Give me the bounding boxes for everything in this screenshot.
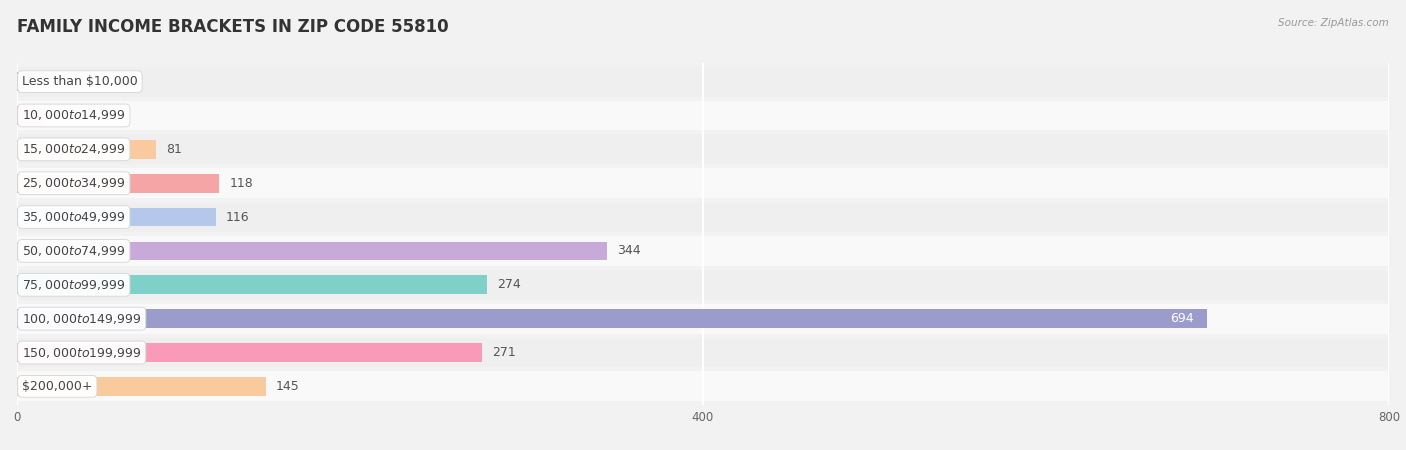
Bar: [17, 304, 1389, 333]
Text: Less than $10,000: Less than $10,000: [22, 75, 138, 88]
Text: $100,000 to $149,999: $100,000 to $149,999: [22, 312, 142, 326]
Text: FAMILY INCOME BRACKETS IN ZIP CODE 55810: FAMILY INCOME BRACKETS IN ZIP CODE 55810: [17, 18, 449, 36]
Text: 10: 10: [45, 75, 60, 88]
Text: 271: 271: [492, 346, 516, 359]
Bar: [17, 338, 1389, 367]
Bar: [17, 135, 1389, 164]
Bar: [17, 67, 1389, 96]
Bar: [17, 309, 1208, 328]
Bar: [17, 174, 219, 193]
Bar: [17, 101, 1389, 130]
Bar: [17, 275, 486, 294]
Text: Source: ZipAtlas.com: Source: ZipAtlas.com: [1278, 18, 1389, 28]
Bar: [17, 208, 217, 226]
Bar: [17, 236, 1389, 266]
Text: $50,000 to $74,999: $50,000 to $74,999: [22, 244, 125, 258]
Text: $25,000 to $34,999: $25,000 to $34,999: [22, 176, 125, 190]
Text: 694: 694: [1170, 312, 1194, 325]
Bar: [17, 242, 607, 260]
Text: 81: 81: [166, 143, 181, 156]
Bar: [17, 106, 42, 125]
Text: 118: 118: [229, 177, 253, 190]
Bar: [17, 377, 266, 396]
Bar: [17, 72, 34, 91]
Text: 145: 145: [276, 380, 299, 393]
Text: $35,000 to $49,999: $35,000 to $49,999: [22, 210, 125, 224]
Bar: [17, 168, 1389, 198]
Text: 116: 116: [226, 211, 250, 224]
Text: $200,000+: $200,000+: [22, 380, 93, 393]
Text: 344: 344: [617, 244, 641, 257]
Bar: [17, 202, 1389, 232]
Bar: [17, 372, 1389, 401]
Text: 274: 274: [498, 278, 520, 291]
Bar: [17, 343, 482, 362]
Text: $15,000 to $24,999: $15,000 to $24,999: [22, 142, 125, 156]
Bar: [17, 270, 1389, 300]
Text: $75,000 to $99,999: $75,000 to $99,999: [22, 278, 125, 292]
Text: 15: 15: [53, 109, 69, 122]
Text: $150,000 to $199,999: $150,000 to $199,999: [22, 346, 142, 360]
Text: $10,000 to $14,999: $10,000 to $14,999: [22, 108, 125, 122]
Bar: [17, 140, 156, 159]
